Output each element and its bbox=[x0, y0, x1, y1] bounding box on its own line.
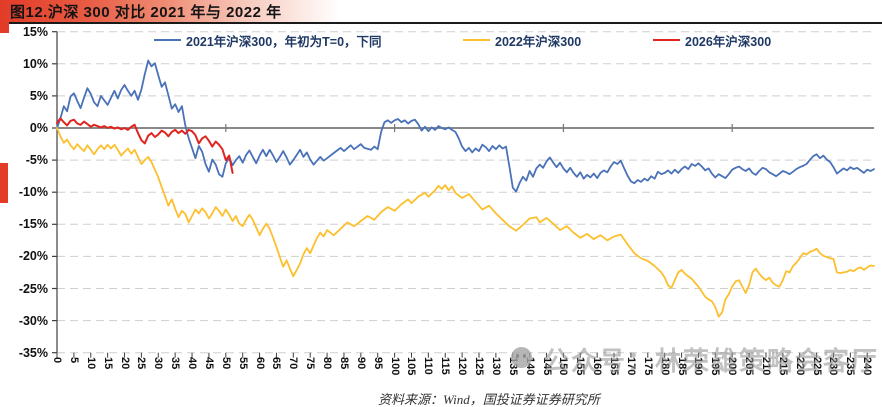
series-line-2026 bbox=[56, 117, 234, 174]
title-underline bbox=[0, 22, 882, 24]
x-tick-label: 125 bbox=[473, 357, 485, 376]
x-tick-label: 90 bbox=[354, 357, 367, 370]
x-tick-label: 40 bbox=[186, 357, 199, 370]
y-tick-label: -5% bbox=[25, 153, 48, 168]
x-tick-label: 45 bbox=[202, 357, 215, 370]
x-tick-label: 120 bbox=[456, 357, 469, 376]
y-tick-label: 10% bbox=[22, 56, 48, 71]
x-tick-label: 100 bbox=[388, 357, 401, 376]
x-tick-label: 60 bbox=[253, 357, 266, 370]
source-note: 资料来源：Wind，国投证券证券研究所 bbox=[378, 392, 600, 407]
y-tick-label: 0% bbox=[29, 121, 48, 135]
y-tick-label: -30% bbox=[18, 313, 48, 328]
left-red-strip-top bbox=[0, 22, 9, 33]
legend-key-2022-line bbox=[463, 39, 490, 41]
x-tick-label: 75 bbox=[304, 357, 317, 370]
x-tick-label: 30 bbox=[152, 357, 165, 370]
y-tick-label: 5% bbox=[29, 88, 48, 103]
y-tick-label: -15% bbox=[18, 217, 48, 232]
legend-key-2021-line bbox=[154, 39, 181, 41]
watermark-face-icon bbox=[511, 347, 532, 368]
watermark-text: 公众号：林荣雄策略会客厅 bbox=[543, 346, 880, 376]
legend-item-2022: 2022年沪深300 bbox=[463, 32, 582, 49]
y-tick-label: -10% bbox=[18, 185, 48, 200]
x-tick-label: 65 bbox=[270, 357, 283, 370]
x-tick-label: 20 bbox=[118, 357, 131, 370]
x-tick-label: 35 bbox=[169, 357, 182, 370]
x-tick-label: 70 bbox=[287, 357, 300, 370]
x-tick-label: 15 bbox=[101, 357, 114, 370]
left-red-strip-mid bbox=[0, 163, 8, 203]
x-tick-label: 10 bbox=[84, 357, 97, 370]
x-tick-label: 130 bbox=[489, 357, 502, 376]
legend-label-2021: 2021年沪深300，年初为T=0，下同 bbox=[186, 34, 382, 49]
series-line-2021 bbox=[56, 59, 875, 193]
y-tick-label: -25% bbox=[18, 281, 48, 296]
x-tick-label: 0 bbox=[51, 357, 63, 364]
x-tick-label: 50 bbox=[219, 357, 232, 370]
y-tick-label: 15% bbox=[22, 24, 48, 39]
watermark-eye-right bbox=[523, 354, 526, 358]
x-tick-label: 55 bbox=[236, 357, 249, 370]
x-tick-label: 5 bbox=[67, 357, 80, 364]
series-line-2022 bbox=[56, 127, 875, 318]
y-tick-label: -35% bbox=[18, 345, 48, 360]
x-tick-label: 80 bbox=[321, 357, 334, 370]
x-tick-label: 110 bbox=[422, 357, 435, 375]
x-tick-label: 115 bbox=[439, 357, 452, 375]
legend-label-2022: 2022年沪深300 bbox=[495, 34, 582, 49]
legend-label-2026: 2026年沪深300 bbox=[685, 34, 772, 49]
x-tick-label: 95 bbox=[371, 357, 384, 370]
x-tick-label: 85 bbox=[337, 357, 350, 370]
legend-item-2021: 2021年沪深300，年初为T=0，下同 bbox=[154, 32, 382, 49]
y-tick-label: -20% bbox=[18, 249, 48, 264]
title-highlight bbox=[0, 0, 340, 22]
page-title: 图12.沪深 300 对比 2021 年与 2022 年 bbox=[10, 4, 282, 21]
watermark-eye-left bbox=[516, 354, 519, 358]
x-tick-label: 105 bbox=[405, 357, 418, 376]
title-band: 图12.沪深 300 对比 2021 年与 2022 年 bbox=[0, 0, 882, 22]
legend-key-2026-line bbox=[653, 39, 680, 41]
legend-item-2026: 2026年沪深300 bbox=[653, 32, 772, 49]
x-tick-label: 25 bbox=[135, 357, 148, 370]
